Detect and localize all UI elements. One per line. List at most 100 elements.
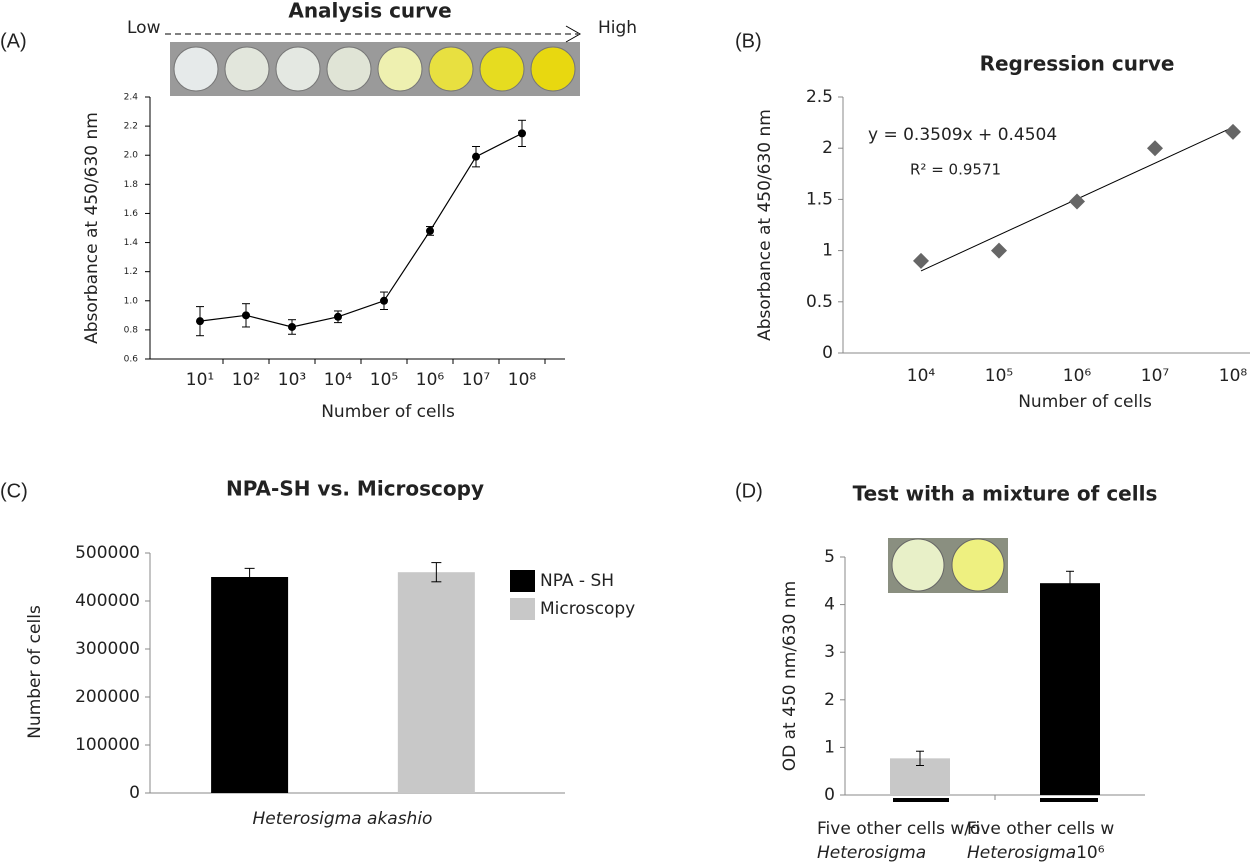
y-tick-label: 1.5: [806, 189, 833, 209]
x-tick-label: Heterosigma: [817, 843, 926, 863]
well: [530, 46, 576, 92]
chart-title: Analysis curve: [288, 0, 451, 23]
data-point: [1147, 140, 1163, 157]
x-tick-label-part: Heterosigma: [967, 843, 1076, 863]
well: [951, 538, 1005, 592]
y-tick-label: 1: [822, 241, 833, 261]
y-tick-label: 100000: [75, 735, 140, 755]
data-point: [334, 312, 342, 321]
y-tick-label: 1.8: [124, 180, 139, 190]
x-tick-label: Heterosigma10⁶: [967, 843, 1105, 863]
y-tick-label: 0.5: [806, 292, 833, 312]
x-tick-label: 10⁶: [416, 370, 445, 390]
y-tick-label: 0: [822, 343, 833, 363]
trendline-equation: y = 0.3509x + 0.4504: [868, 125, 1057, 145]
data-point: [288, 322, 296, 331]
error-bar: [916, 750, 924, 766]
panel-label: (C): [0, 480, 28, 502]
x-tick-label: 10⁵: [985, 366, 1013, 386]
well: [173, 46, 219, 92]
data-point: [472, 152, 480, 161]
well-strip: [170, 42, 580, 96]
well: [326, 46, 372, 92]
y-tick-label: 1.6: [124, 209, 139, 219]
error-bar: [431, 562, 442, 583]
x-axis-label: Number of cells: [321, 402, 455, 422]
panel-label: (B): [735, 30, 762, 52]
panel-label: (D): [735, 480, 763, 502]
legend-label: NPA - SH: [540, 571, 614, 591]
y-tick-label: 2.4: [124, 93, 139, 103]
x-tick-label: 10⁶: [1063, 366, 1092, 386]
bar: [1040, 583, 1100, 795]
x-tick-label: 10⁵: [370, 370, 398, 390]
x-tick-label: 10¹: [186, 370, 214, 390]
x-tick-label: 10⁴: [324, 370, 353, 390]
y-tick-label: 1.4: [124, 238, 139, 248]
x-tick-label: 10⁴: [907, 366, 936, 386]
y-tick-label: 4: [824, 595, 835, 615]
legend-label: Microscopy: [540, 599, 635, 619]
y-tick-label: 200000: [75, 687, 140, 707]
y-tick-label: 1: [824, 737, 835, 757]
x-tick-label: 10⁷: [1141, 366, 1170, 386]
y-axis-label: Number of cells: [25, 605, 45, 739]
data-point: [242, 311, 250, 320]
panel-label: (A): [0, 30, 27, 52]
underline: [1040, 798, 1098, 802]
data-point: [913, 252, 929, 269]
high-label: High: [598, 18, 637, 38]
y-tick-label: 2: [824, 690, 835, 710]
x-tick-label: 10⁷: [462, 370, 491, 390]
y-tick-label: 3: [824, 642, 835, 662]
y-tick-label: 400000: [75, 591, 140, 611]
trendline-r2: R² = 0.9571: [910, 161, 1001, 179]
error-bar: [1066, 570, 1074, 596]
well: [224, 46, 270, 92]
legend-swatch: [510, 598, 535, 620]
y-tick-label: 0.6: [124, 355, 139, 365]
y-axis-label: Absorbance at 450/630 nm: [82, 112, 102, 344]
bar: [397, 572, 475, 793]
low-label: Low: [127, 18, 161, 38]
y-tick-label: 0.8: [124, 325, 139, 335]
data-point: [196, 317, 204, 326]
data-point: [518, 129, 526, 138]
data-point: [991, 242, 1007, 259]
y-tick-label: 2: [822, 138, 833, 158]
x-tick-label: 10²: [232, 370, 260, 390]
y-tick-label: 1.2: [124, 267, 138, 277]
chart-title: Test with a mixture of cells: [853, 482, 1158, 506]
data-point: [1225, 123, 1241, 140]
well: [479, 46, 525, 92]
x-tick-label: 10⁸: [508, 370, 537, 390]
error-bar: [244, 567, 255, 587]
y-tick-label: 0: [129, 783, 140, 803]
y-tick-label: 2.0: [124, 151, 139, 161]
data-point: [380, 296, 388, 305]
x-tick-label: 10⁸: [1219, 366, 1248, 386]
x-tick-label: 10³: [278, 370, 306, 390]
y-tick-label: 5: [824, 547, 835, 567]
chart-title: Regression curve: [980, 52, 1175, 76]
x-axis-label: Number of cells: [1018, 392, 1152, 412]
x-tick-label: Five other cells w: [967, 819, 1114, 839]
well-pair: [888, 538, 1008, 593]
legend-swatch: [510, 570, 535, 592]
y-tick-label: 500000: [75, 543, 140, 563]
y-tick-label: 1.0: [124, 296, 139, 306]
data-point: [426, 226, 434, 235]
chart-title: NPA-SH vs. Microscopy: [226, 477, 484, 501]
x-tick-label: Heterosigma akashio: [253, 809, 433, 829]
y-tick-label: 2.5: [806, 87, 833, 107]
well: [275, 46, 321, 92]
x-tick-label-part: 10⁶: [1076, 843, 1105, 863]
arrow-head: [565, 25, 582, 43]
well: [428, 46, 474, 92]
well: [377, 46, 423, 92]
y-axis-label: OD at 450 nm/630 nm: [780, 581, 800, 771]
bar: [211, 577, 289, 793]
